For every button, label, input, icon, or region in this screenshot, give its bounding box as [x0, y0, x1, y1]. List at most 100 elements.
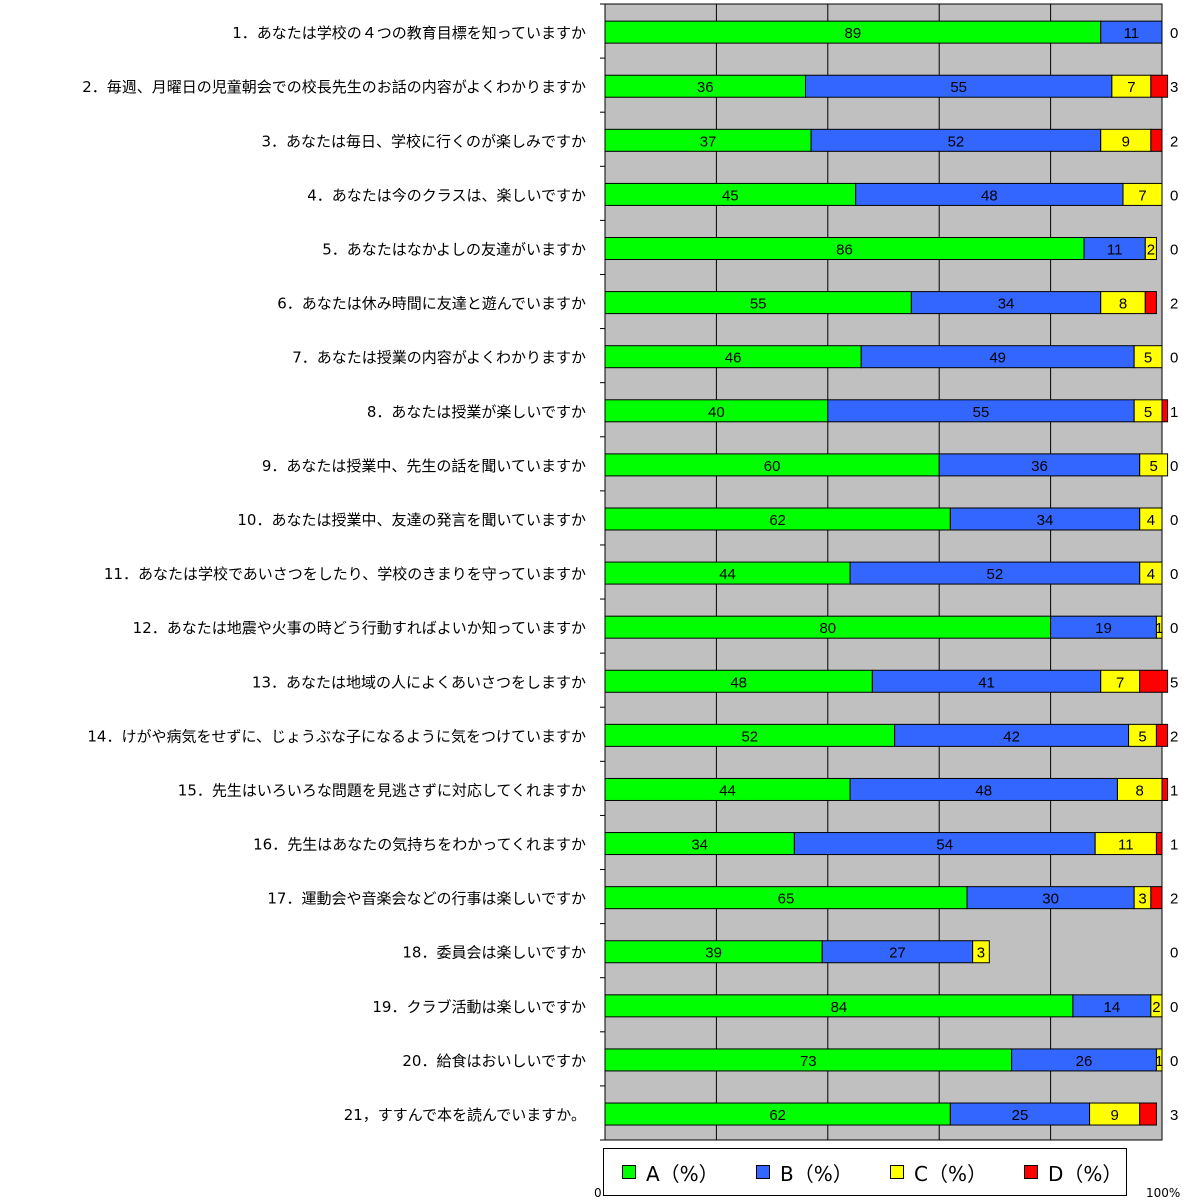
data-label: 25: [1012, 1107, 1029, 1124]
data-label: 46: [725, 350, 742, 367]
legend-item-c: C（%）: [890, 1161, 987, 1186]
data-label: 86: [836, 242, 853, 259]
category-label: 20．給食はおいしいですか: [402, 1052, 586, 1070]
data-label: 54: [936, 837, 953, 854]
data-label: 1: [1155, 620, 1163, 637]
data-label: 34: [998, 296, 1015, 313]
data-label: 1: [1170, 837, 1178, 854]
legend-label-a: A（%）: [646, 1161, 719, 1186]
bar-segment: [1150, 128, 1163, 152]
legend-swatch-c: [890, 1165, 904, 1179]
bar-segment: [1150, 74, 1169, 98]
bar-segment: [1100, 20, 1163, 44]
category-label: 18．委員会は楽しいですか: [402, 944, 586, 962]
data-label: 9: [1122, 133, 1130, 150]
data-label: 5: [1138, 728, 1146, 745]
data-label: 44: [719, 782, 736, 799]
data-label: 42: [1003, 728, 1020, 745]
data-label: 4: [1147, 512, 1155, 529]
data-label: 80: [819, 620, 836, 637]
data-label: 19: [1095, 620, 1112, 637]
data-label: 11: [1118, 837, 1134, 854]
category-label: 5．あなたはなかよしの友達がいますか: [322, 241, 586, 259]
data-label: 3: [1138, 891, 1146, 908]
legend-label-b: B（%）: [780, 1161, 853, 1186]
data-label: 39: [705, 945, 722, 962]
data-label: 11: [1124, 25, 1140, 42]
legend-swatch-d: [1024, 1165, 1038, 1179]
data-label: 62: [769, 512, 786, 529]
category-label: 8．あなたは授業が楽しいですか: [367, 403, 586, 421]
data-label: 55: [950, 79, 967, 96]
data-label: 48: [981, 187, 998, 204]
category-label: 13．あなたは地域の人によくあいさつをしますか: [252, 673, 586, 691]
data-label: 89: [845, 25, 862, 42]
data-label: 2: [1147, 242, 1155, 259]
bar-segment: [1155, 723, 1169, 747]
category-label: 2．毎週、月曜日の児童朝会での校長先生のお話の内容がよくわかりますか: [82, 78, 586, 96]
data-label: 52: [948, 133, 965, 150]
category-label: 17．運動会や音楽会などの行事は楽しいですか: [267, 890, 586, 908]
data-label: 48: [975, 782, 992, 799]
bar-segment: [1139, 1102, 1157, 1126]
category-label: 1．あなたは学校の４つの教育目標を知っていますか: [232, 24, 586, 42]
bar-segment: [1150, 886, 1163, 910]
data-label: 55: [750, 296, 767, 313]
bar-segment: [1144, 237, 1157, 261]
legend-label-d: D（%）: [1048, 1161, 1123, 1186]
data-label: 2: [1152, 999, 1160, 1016]
x-axis-min-label: 0: [594, 1186, 602, 1200]
bar-segment: [1139, 507, 1163, 531]
bar-segment: [1122, 182, 1163, 206]
data-label: 0: [1170, 350, 1178, 367]
bar-segment: [1139, 453, 1169, 477]
bar-segment: [1155, 832, 1163, 856]
data-label: 41: [978, 674, 995, 691]
data-label: 0: [1170, 512, 1178, 529]
bar-segment: [1150, 994, 1163, 1018]
bar-segment: [1161, 777, 1169, 801]
data-label: 52: [741, 728, 758, 745]
data-label: 0: [1170, 945, 1178, 962]
legend-label-c: C（%）: [914, 1161, 987, 1186]
data-label: 0: [1170, 1053, 1178, 1070]
category-label: 3．あなたは毎日、学校に行くのが楽しみですか: [261, 132, 586, 150]
data-label: 2: [1170, 133, 1178, 150]
data-label: 52: [987, 566, 1004, 583]
data-label: 5: [1144, 404, 1152, 421]
data-label: 5: [1170, 674, 1178, 691]
data-label: 0: [1170, 187, 1178, 204]
data-label: 37: [700, 133, 717, 150]
data-label: 36: [1031, 458, 1048, 475]
data-label: 2: [1170, 891, 1178, 908]
bar-segment: [1155, 1048, 1163, 1072]
bar-segment: [1144, 291, 1157, 315]
data-label: 36: [697, 79, 714, 96]
data-label: 7: [1127, 79, 1135, 96]
data-label: 60: [764, 458, 781, 475]
category-label: 12．あなたは地震や火事の時どう行動すればよいか知っていますか: [133, 619, 586, 637]
category-label: 19．クラブ活動は楽しいですか: [372, 998, 586, 1016]
data-label: 3: [1170, 79, 1178, 96]
legend: A（%） B（%） C（%） D（%）: [603, 1148, 1127, 1196]
data-label: 44: [719, 566, 736, 583]
data-label: 2: [1170, 296, 1178, 313]
data-label: 84: [831, 999, 848, 1016]
data-label: 2: [1170, 728, 1178, 745]
category-label: 11．あなたは学校であいさつをしたり、学校のきまりを守っていますか: [104, 565, 586, 583]
data-label: 1: [1170, 404, 1178, 421]
data-label: 8: [1119, 296, 1127, 313]
legend-item-d: D（%）: [1024, 1161, 1122, 1186]
data-label: 49: [989, 350, 1006, 367]
data-label: 27: [889, 945, 906, 962]
data-label: 11: [1107, 242, 1123, 259]
data-label: 0: [1170, 999, 1178, 1016]
data-label: 14: [1104, 999, 1121, 1016]
data-label: 3: [977, 945, 985, 962]
data-label: 7: [1138, 187, 1146, 204]
category-label: 6．あなたは休み時間に友達と遊んでいますか: [277, 295, 586, 313]
category-label: 14．けがや病気をせずに、じょうぶな子になるように気をつけていますか: [87, 727, 586, 745]
category-label: 4．あなたは今のクラスは、楽しいですか: [307, 186, 586, 204]
bar-segment: [1155, 615, 1163, 639]
